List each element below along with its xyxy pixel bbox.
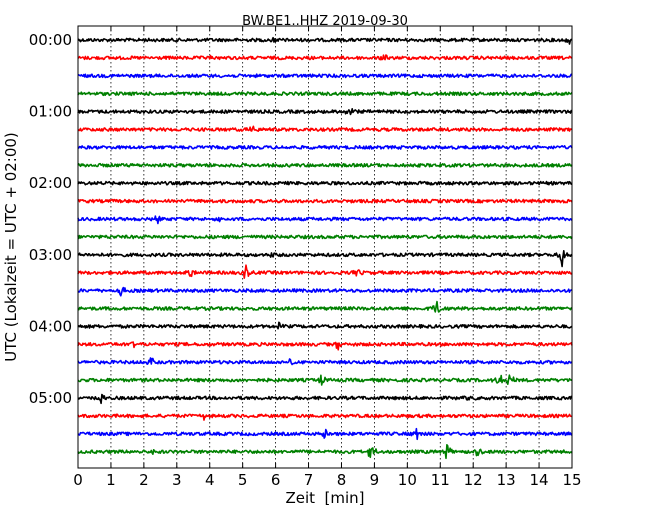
trace-0230	[77, 215, 573, 225]
x-tick-label-11: 11	[431, 471, 450, 489]
x-axis-ticks: 0 1 2 3 4 5 6 7 8 9 10 11 12 13 14 15	[73, 26, 582, 489]
chart-title: BW.BE1..HHZ 2019-09-30	[242, 14, 408, 29]
trace-0245	[77, 234, 573, 240]
x-tick-label-5: 5	[238, 471, 248, 489]
x-tick-label-15: 15	[562, 471, 581, 489]
trace-0445	[77, 374, 573, 386]
y-axis-label: UTC (Lokalzeit = UTC + 02:00)	[2, 132, 20, 362]
vertical-grid	[110, 26, 540, 468]
seismogram-traces	[77, 36, 573, 460]
x-tick-label-2: 2	[139, 471, 149, 489]
x-tick-label-4: 4	[205, 471, 215, 489]
y-tick-label-0400: 04:00	[29, 317, 72, 335]
x-axis-label: Zeit [min]	[285, 489, 364, 507]
x-tick-label-0: 0	[73, 471, 83, 489]
x-tick-label-13: 13	[497, 471, 516, 489]
trace-0500	[78, 393, 573, 405]
trace-0430	[77, 357, 573, 366]
x-tick-label-12: 12	[464, 471, 483, 489]
trace-0030	[77, 73, 572, 79]
trace-0515	[77, 413, 573, 421]
trace-0015	[77, 54, 573, 61]
y-axis-ticks: 00:00 01:00 02:00 03:00 04:00 05:00	[29, 31, 83, 407]
y-tick-label-0100: 01:00	[29, 103, 72, 121]
trace-0545	[77, 444, 573, 460]
x-tick-label-9: 9	[370, 471, 380, 489]
x-tick-label-8: 8	[337, 471, 347, 489]
y-tick-label-0000: 00:00	[29, 31, 72, 49]
x-tick-label-3: 3	[172, 471, 182, 489]
trace-0200	[77, 180, 573, 186]
x-tick-label-10: 10	[398, 471, 417, 489]
trace-0415	[77, 341, 573, 351]
trace-0315	[77, 264, 573, 279]
x-tick-label-7: 7	[304, 471, 314, 489]
trace-0300	[77, 250, 573, 268]
trace-0100	[77, 108, 573, 116]
trace-0530	[77, 427, 573, 441]
plot-frame	[77, 25, 573, 469]
trace-0130	[77, 145, 573, 150]
x-tick-label-1: 1	[106, 471, 116, 489]
trace-0330	[77, 286, 573, 297]
y-tick-label-0200: 02:00	[29, 174, 72, 192]
x-tick-label-6: 6	[271, 471, 281, 489]
y-tick-label-0300: 03:00	[29, 246, 72, 264]
trace-0000	[77, 36, 573, 45]
trace-0215	[77, 198, 573, 204]
y-tick-label-0500: 05:00	[29, 389, 72, 407]
x-tick-label-14: 14	[530, 471, 549, 489]
trace-0115	[77, 125, 573, 132]
trace-0145	[77, 162, 573, 168]
trace-0045	[77, 91, 573, 97]
trace-0400	[77, 321, 573, 330]
trace-0345	[77, 300, 573, 313]
